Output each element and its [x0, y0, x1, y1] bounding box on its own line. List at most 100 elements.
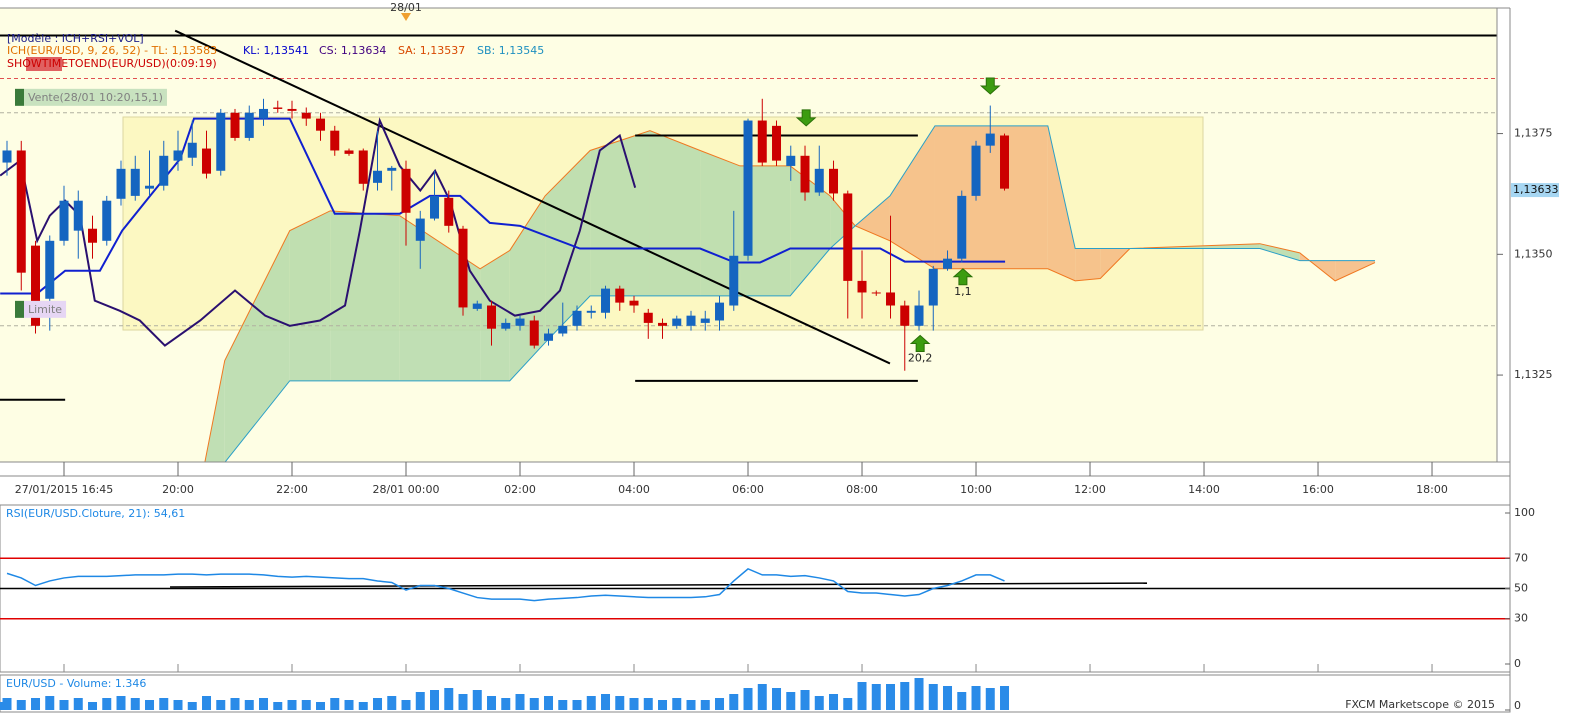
candle-body [957, 195, 967, 259]
order-label: Limite [28, 303, 62, 316]
volume-bar [971, 686, 981, 710]
cloud-segment [590, 130, 650, 296]
candle-body [686, 315, 696, 326]
candle-body [615, 288, 625, 303]
candle-body [515, 318, 525, 326]
x-tick-label: 18:00 [1416, 483, 1448, 496]
candle-body [715, 302, 725, 321]
volume-bar [757, 684, 767, 710]
cloud-segment [830, 195, 856, 249]
candle-body [444, 197, 454, 226]
volume-bar [1000, 686, 1010, 710]
volume-bar [145, 700, 155, 710]
template-label: [Modèle : ICH+RSI+VOL] [7, 32, 144, 45]
order-box [24, 300, 67, 318]
volume-bar [159, 698, 169, 710]
y-tick-label: 1,1375 [1514, 127, 1553, 140]
order-handle [15, 300, 24, 318]
candle-body [259, 108, 269, 119]
signal-arrow [952, 268, 974, 286]
volume-bar [458, 694, 468, 710]
rsi-line [6, 567, 1005, 602]
timer-highlight [26, 57, 62, 71]
candle-body [729, 255, 739, 306]
volume-bar [743, 688, 753, 710]
candle-body [772, 125, 782, 161]
x-tick-label: 16:00 [1302, 483, 1334, 496]
candle-body [1000, 135, 1010, 189]
volume-bar [216, 700, 226, 710]
x-tick-label: 20:00 [162, 483, 194, 496]
x-tick-label: 08:00 [846, 483, 878, 496]
x-tick-label: 02:00 [504, 483, 536, 496]
volume-bar [829, 694, 839, 710]
volume-bar [273, 702, 283, 710]
volume-bar [287, 700, 297, 710]
volume-bar [871, 684, 881, 710]
candle-body [401, 168, 411, 213]
candle-body [31, 245, 41, 326]
candle-body [2, 150, 12, 163]
candle-body [187, 142, 197, 158]
candle-body [487, 305, 497, 329]
volume-bar [957, 692, 967, 710]
kl-label: KL: 1,13541 [243, 44, 309, 57]
volume-series [0, 678, 1010, 710]
candle-body [943, 258, 953, 269]
candle-body [757, 120, 767, 163]
candle-body [544, 333, 554, 341]
overlay: [Modèle : ICH+RSI+VOL] ICH(EUR/USD, 9, 2… [6, 32, 1495, 711]
last-price-box [1511, 183, 1559, 198]
signal-label: 1,1 [954, 285, 972, 298]
candle-body [73, 200, 83, 231]
y-tick-label: 100 [1514, 506, 1535, 519]
volume-bar [843, 698, 853, 710]
candle-body [928, 268, 938, 306]
volume-bar [643, 698, 653, 710]
volume-bar [472, 690, 482, 710]
volume-bar [330, 698, 340, 710]
x-tick-label: 10:00 [960, 483, 992, 496]
rsi-label: RSI(EUR/USD.Cloture, 21): 54,61 [6, 507, 185, 520]
volume-bar [558, 700, 568, 710]
y-tick-label: 0 [1514, 699, 1521, 712]
candle-body [529, 320, 539, 346]
candle-body [45, 240, 55, 299]
candle-body [871, 292, 881, 294]
rsi-series [0, 557, 1510, 620]
volume-bar [301, 700, 311, 710]
candle-body [430, 195, 440, 219]
order-box [24, 88, 167, 106]
volume-bar [116, 696, 126, 710]
volume-bar [501, 698, 511, 710]
volume-bar [672, 698, 682, 710]
x-tick-label: 12:00 [1074, 483, 1106, 496]
cloud-segment [224, 230, 290, 462]
cloud-segment [330, 210, 400, 381]
candle-body [786, 155, 796, 166]
candle-body [88, 228, 98, 243]
volume-bar [544, 696, 554, 710]
y-tick-label: 70 [1514, 551, 1528, 564]
footer: FXCM Marketscope © 2015 [1345, 698, 1495, 711]
time-marker-label: 28/01 [390, 1, 422, 14]
volume-bar [387, 696, 397, 710]
volume-bar [786, 692, 796, 710]
order-handle [15, 88, 24, 106]
volume-bar [715, 698, 725, 710]
level-line [174, 29, 891, 365]
candle-body [672, 318, 682, 326]
candle-body [287, 108, 297, 111]
candle-body [59, 200, 69, 241]
candle-body [914, 305, 924, 326]
candle-body [216, 112, 226, 171]
volume-bar [615, 696, 625, 710]
volume-bar [985, 688, 995, 710]
volume-bar [244, 700, 254, 710]
volume-bar [88, 702, 98, 710]
candle-body [316, 118, 326, 131]
volume-panel [0, 674, 1511, 713]
senkou-b [204, 125, 1376, 462]
x-tick-label: 14:00 [1188, 483, 1220, 496]
candle-body [173, 150, 183, 161]
